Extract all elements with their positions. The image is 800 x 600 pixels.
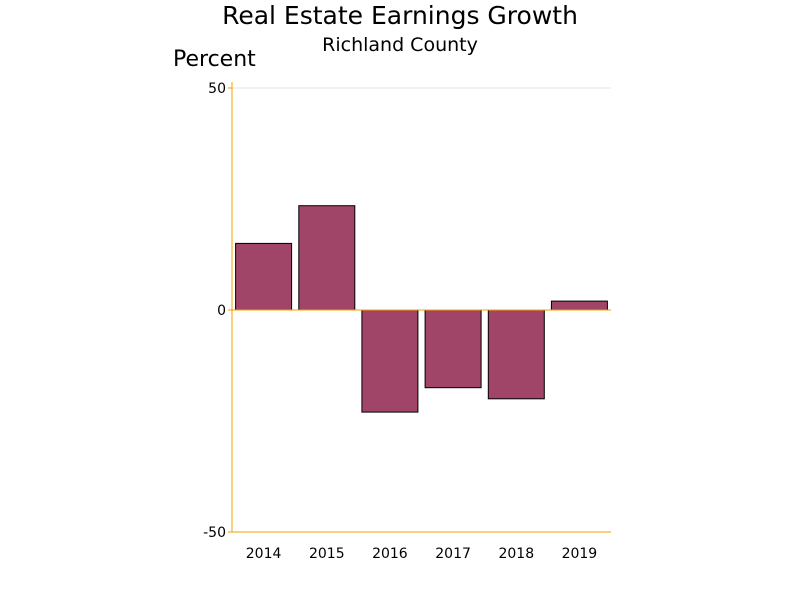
bars-layer: [235, 205, 608, 413]
chart-subtitle: Richland County: [322, 34, 478, 56]
x-tick-label: 2018: [498, 546, 534, 562]
bar-2014: [235, 242, 293, 311]
bar-2016: [361, 309, 419, 413]
axis-layer: [228, 82, 611, 533]
y-tick-label: 0: [217, 303, 226, 319]
x-tick-label: 2016: [372, 546, 408, 562]
chart-title: Real Estate Earnings Growth: [222, 1, 578, 30]
y-tick-label: 50: [208, 81, 226, 97]
x-tick-label: 2017: [435, 546, 471, 562]
y-axis-label: Percent: [173, 47, 256, 72]
x-tick-label: 2014: [246, 546, 282, 562]
bar-2019: [550, 300, 608, 311]
x-tick-label: 2019: [562, 546, 598, 562]
x-tick-label: 2015: [309, 546, 345, 562]
bar-2017: [424, 309, 482, 389]
labels-layer: 50 0 -50 2014 2015 2016 2017 2018 2019: [203, 81, 597, 562]
bar-2018: [487, 309, 545, 400]
y-tick-label: -50: [203, 525, 226, 541]
bar-2015: [298, 205, 356, 311]
